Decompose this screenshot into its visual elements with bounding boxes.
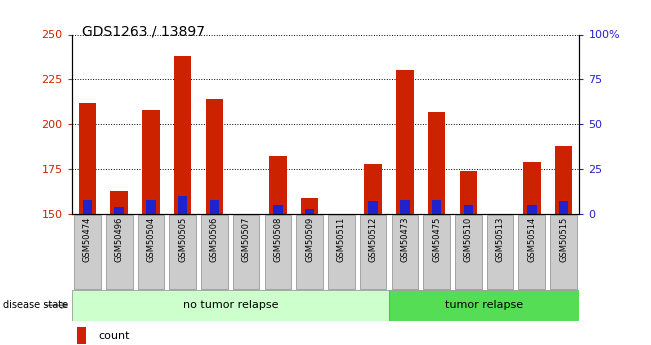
- Text: GDS1263 / 13897: GDS1263 / 13897: [82, 24, 204, 38]
- Text: count: count: [98, 331, 130, 341]
- Text: GSM50507: GSM50507: [242, 217, 251, 262]
- Text: GSM50504: GSM50504: [146, 217, 156, 262]
- Bar: [400, 199, 409, 214]
- Bar: [527, 205, 536, 214]
- Bar: [460, 171, 477, 214]
- Text: GSM50513: GSM50513: [495, 217, 505, 262]
- Bar: [305, 208, 314, 214]
- Text: GSM50506: GSM50506: [210, 217, 219, 262]
- FancyBboxPatch shape: [264, 215, 291, 289]
- Bar: [83, 199, 92, 214]
- FancyBboxPatch shape: [391, 215, 418, 289]
- Bar: [428, 112, 445, 214]
- FancyBboxPatch shape: [487, 215, 514, 289]
- Text: GSM50508: GSM50508: [273, 217, 283, 262]
- Bar: [210, 199, 219, 214]
- Text: disease state: disease state: [3, 300, 68, 310]
- Bar: [559, 201, 568, 214]
- FancyBboxPatch shape: [389, 290, 579, 321]
- Text: no tumor relapse: no tumor relapse: [182, 300, 278, 310]
- Text: GSM50511: GSM50511: [337, 217, 346, 262]
- Bar: [368, 201, 378, 214]
- Text: GSM50509: GSM50509: [305, 217, 314, 262]
- Bar: [269, 157, 286, 214]
- Text: GSM50474: GSM50474: [83, 217, 92, 262]
- Text: GSM50512: GSM50512: [368, 217, 378, 262]
- Text: GSM50514: GSM50514: [527, 217, 536, 262]
- Text: GSM50496: GSM50496: [115, 217, 124, 262]
- FancyBboxPatch shape: [201, 215, 228, 289]
- Bar: [178, 196, 187, 214]
- FancyBboxPatch shape: [74, 215, 101, 289]
- Bar: [273, 205, 283, 214]
- FancyBboxPatch shape: [423, 215, 450, 289]
- Bar: [111, 190, 128, 214]
- Bar: [206, 99, 223, 214]
- Bar: [432, 199, 441, 214]
- Bar: [301, 198, 318, 214]
- Bar: [464, 205, 473, 214]
- FancyBboxPatch shape: [169, 215, 196, 289]
- FancyBboxPatch shape: [328, 215, 355, 289]
- FancyBboxPatch shape: [518, 215, 545, 289]
- Bar: [142, 110, 159, 214]
- Text: GSM50475: GSM50475: [432, 217, 441, 262]
- FancyBboxPatch shape: [106, 215, 133, 289]
- Text: tumor relapse: tumor relapse: [445, 300, 523, 310]
- Text: GSM50510: GSM50510: [464, 217, 473, 262]
- Bar: [146, 199, 156, 214]
- Bar: [79, 103, 96, 214]
- Bar: [555, 146, 572, 214]
- FancyBboxPatch shape: [137, 215, 164, 289]
- Bar: [523, 162, 540, 214]
- FancyBboxPatch shape: [72, 290, 389, 321]
- Bar: [174, 56, 191, 214]
- Text: GSM50515: GSM50515: [559, 217, 568, 262]
- Bar: [115, 207, 124, 214]
- FancyBboxPatch shape: [296, 215, 323, 289]
- Text: GSM50505: GSM50505: [178, 217, 187, 262]
- FancyBboxPatch shape: [233, 215, 260, 289]
- FancyBboxPatch shape: [550, 215, 577, 289]
- Bar: [77, 327, 86, 344]
- Bar: [396, 70, 413, 214]
- Text: GSM50473: GSM50473: [400, 217, 409, 263]
- FancyBboxPatch shape: [455, 215, 482, 289]
- Bar: [365, 164, 382, 214]
- FancyBboxPatch shape: [360, 215, 387, 289]
